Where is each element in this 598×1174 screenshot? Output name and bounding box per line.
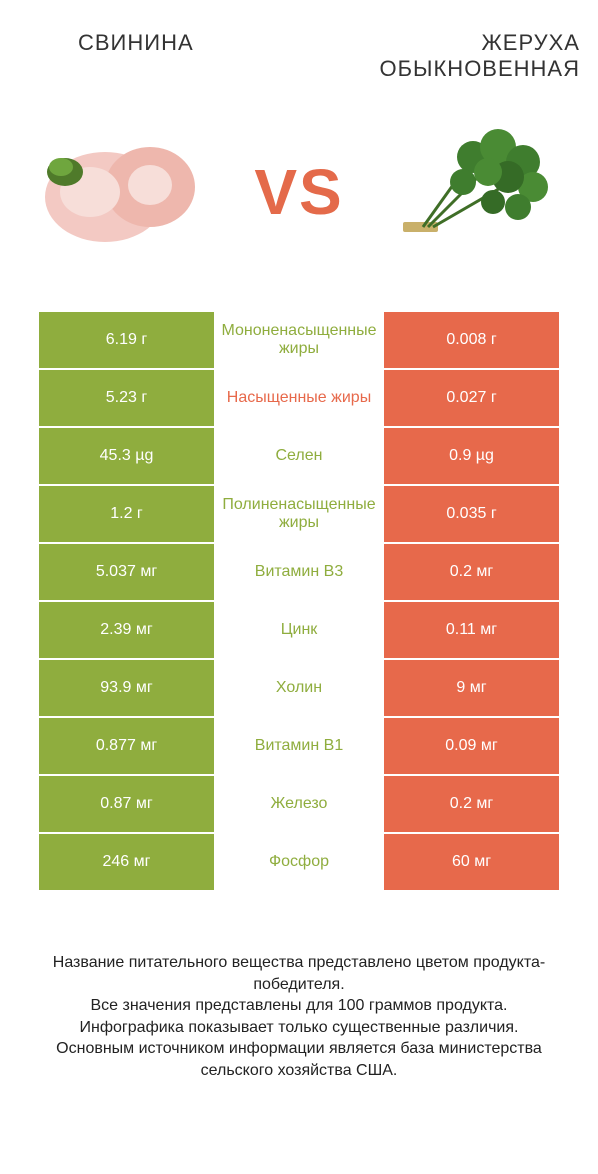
title-right: ЖЕРУХА ОБЫКНОВЕННАЯ	[329, 30, 580, 82]
table-row: 5.23 гНасыщенные жиры0.027 г	[39, 370, 559, 428]
left-value: 1.2 г	[39, 486, 214, 542]
left-value: 0.87 мг	[39, 776, 214, 832]
left-value: 93.9 мг	[39, 660, 214, 716]
footer-line: Название питательного вещества представл…	[19, 952, 579, 995]
right-value: 0.2 мг	[384, 544, 559, 600]
right-value: 0.09 мг	[384, 718, 559, 774]
header: СВИНИНА ЖЕРУХА ОБЫКНОВЕННАЯ	[0, 0, 598, 92]
nutrient-label: Насыщенные жиры	[214, 370, 384, 426]
nutrient-label: Витамин B1	[214, 718, 384, 774]
table-row: 0.87 мгЖелезо0.2 мг	[39, 776, 559, 834]
left-value: 0.877 мг	[39, 718, 214, 774]
nutrient-label: Цинк	[214, 602, 384, 658]
comparison-table: 6.19 гМононенасыщенные жиры0.008 г5.23 г…	[39, 312, 559, 892]
nutrient-label: Железо	[214, 776, 384, 832]
left-value: 5.23 г	[39, 370, 214, 426]
table-row: 1.2 гПолиненасыщенные жиры0.035 г	[39, 486, 559, 544]
nutrient-label: Полиненасыщенные жиры	[214, 486, 384, 542]
nutrient-label: Мононенасыщенные жиры	[214, 312, 384, 368]
table-row: 45.3 µgСелен0.9 µg	[39, 428, 559, 486]
pork-icon	[35, 117, 205, 267]
table-row: 0.877 мгВитамин B10.09 мг	[39, 718, 559, 776]
vs-label: VS	[254, 155, 343, 229]
nutrient-label: Фосфор	[214, 834, 384, 890]
table-row: 93.9 мгХолин9 мг	[39, 660, 559, 718]
right-value: 9 мг	[384, 660, 559, 716]
nutrient-label: Витамин B3	[214, 544, 384, 600]
pork-image	[30, 112, 210, 272]
right-value: 0.9 µg	[384, 428, 559, 484]
nutrient-label: Селен	[214, 428, 384, 484]
left-value: 2.39 мг	[39, 602, 214, 658]
footer-line: Инфографика показывает только существенн…	[19, 1017, 579, 1039]
footer-line: Основным источником информации является …	[19, 1038, 579, 1081]
left-value: 5.037 мг	[39, 544, 214, 600]
watercress-icon	[393, 117, 563, 267]
left-value: 45.3 µg	[39, 428, 214, 484]
title-left: СВИНИНА	[18, 30, 329, 82]
table-row: 5.037 мгВитамин B30.2 мг	[39, 544, 559, 602]
right-value: 0.035 г	[384, 486, 559, 542]
right-value: 0.2 мг	[384, 776, 559, 832]
vs-row: VS	[0, 92, 598, 312]
right-value: 0.008 г	[384, 312, 559, 368]
footer-line: Все значения представлены для 100 граммо…	[19, 995, 579, 1017]
nutrient-label: Холин	[214, 660, 384, 716]
footer-notes: Название питательного вещества представл…	[19, 952, 579, 1082]
table-row: 6.19 гМононенасыщенные жиры0.008 г	[39, 312, 559, 370]
watercress-image	[388, 112, 568, 272]
right-value: 0.11 мг	[384, 602, 559, 658]
right-value: 60 мг	[384, 834, 559, 890]
left-value: 6.19 г	[39, 312, 214, 368]
right-value: 0.027 г	[384, 370, 559, 426]
table-row: 246 мгФосфор60 мг	[39, 834, 559, 892]
table-row: 2.39 мгЦинк0.11 мг	[39, 602, 559, 660]
left-value: 246 мг	[39, 834, 214, 890]
